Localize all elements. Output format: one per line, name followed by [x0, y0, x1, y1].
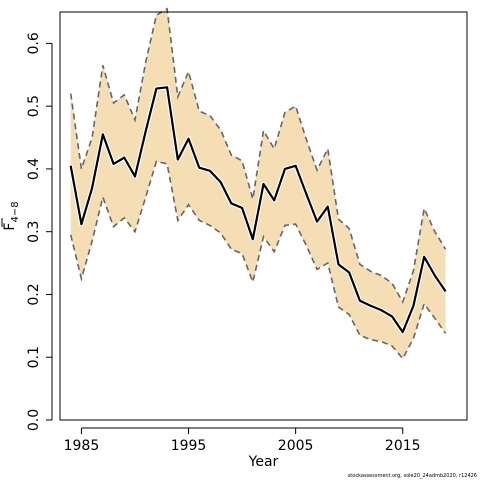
y-tick-label: 0.1	[26, 346, 42, 368]
x-tick-label: 1995	[171, 438, 207, 454]
y-axis-title-base: F	[2, 223, 18, 231]
confidence-band	[70, 8, 446, 359]
x-axis-title: Year	[248, 454, 279, 470]
lower-bound-line	[69, 160, 447, 360]
y-axis-title: F4−8	[1, 201, 21, 231]
x-axis: 1985 1995 2005 2015	[64, 427, 421, 454]
confidence-band-layer	[70, 8, 446, 359]
y-tick-label: 0.0	[26, 409, 42, 431]
y-tick-label: 0.6	[26, 32, 42, 54]
svg-text:F4−8: F4−8	[2, 201, 21, 230]
series-line-layer	[68, 7, 448, 360]
y-tick-label: 0.3	[26, 221, 42, 243]
plot-frame	[59, 11, 468, 421]
y-tick-label: 0.5	[26, 95, 42, 117]
y-axis-title-subscript: 4−8	[10, 201, 21, 222]
x-tick-label: 1985	[64, 438, 100, 454]
credit-text: stockassessment.org, sole20_24admb2020, …	[348, 473, 477, 479]
y-axis: 0.0 0.1 0.2 0.3 0.4 0.5 0.6	[26, 32, 53, 431]
estimate-line	[69, 86, 447, 334]
upper-bound-line	[69, 7, 447, 304]
x-tick-label: 2015	[385, 438, 421, 454]
x-tick-label: 2005	[278, 438, 314, 454]
y-tick-label: 0.4	[26, 158, 42, 180]
y-tick-label: 0.2	[26, 283, 42, 305]
